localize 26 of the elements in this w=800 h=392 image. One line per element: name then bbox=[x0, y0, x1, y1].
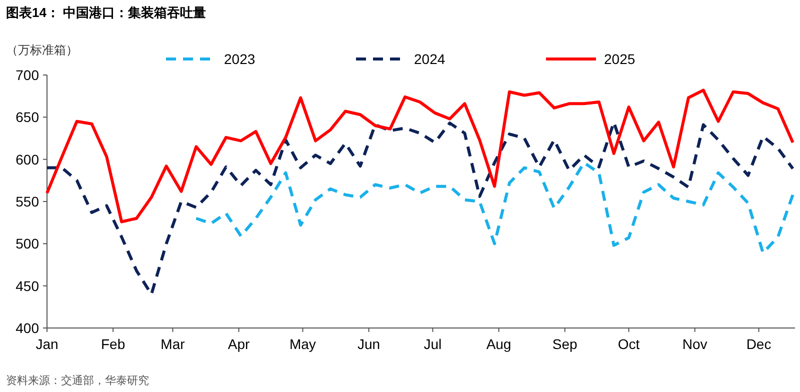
x-tick-label: Jan bbox=[36, 336, 58, 352]
x-tick-label: Aug bbox=[486, 336, 512, 352]
legend-label: 2024 bbox=[414, 51, 446, 67]
x-tick-label: May bbox=[290, 336, 316, 352]
text: 资料来源：交通部，华泰研究 bbox=[6, 374, 149, 387]
legend-label: 2023 bbox=[224, 51, 256, 67]
x-tick-label: Mar bbox=[160, 336, 186, 352]
y-tick-label: 550 bbox=[16, 194, 40, 210]
x-tick-label: Feb bbox=[101, 336, 126, 352]
y-tick-label: 600 bbox=[16, 151, 40, 168]
x-tick-label: Apr bbox=[228, 336, 250, 352]
x-tick-label: Jun bbox=[358, 336, 380, 352]
y-tick-label: 650 bbox=[16, 109, 40, 126]
y-axis-title: （万标准箱） bbox=[6, 43, 78, 57]
x-tick-label: Oct bbox=[618, 336, 640, 352]
y-tick-label: 450 bbox=[16, 278, 40, 294]
y-tick-label: 400 bbox=[16, 320, 40, 336]
x-tick-label: Dec bbox=[746, 336, 772, 352]
legend-label: 2025 bbox=[604, 51, 636, 67]
x-tick-label: Jul bbox=[424, 336, 442, 352]
x-tick-label: Sep bbox=[552, 336, 578, 352]
line-series bbox=[194, 161, 794, 254]
x-tick-label: Nov bbox=[682, 336, 708, 352]
y-tick-label: 500 bbox=[16, 236, 40, 252]
y-tick-label: 700 bbox=[16, 67, 40, 83]
chart-title: 图表14： 中国港口：集装箱吞吐量 bbox=[6, 5, 206, 20]
